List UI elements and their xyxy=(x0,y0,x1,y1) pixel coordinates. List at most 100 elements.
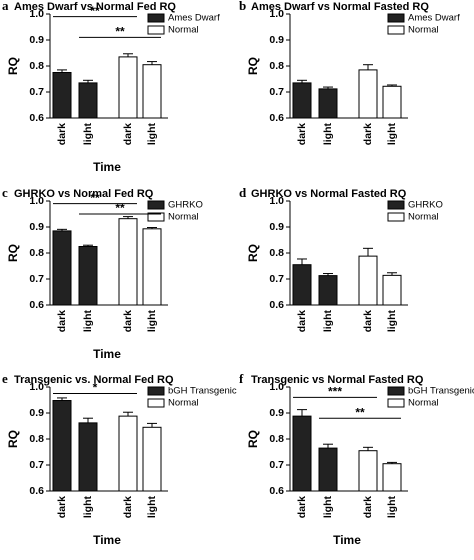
bar xyxy=(382,463,402,492)
legend-label: Normal xyxy=(168,398,199,409)
y-tick-label: 0.6 xyxy=(269,485,284,497)
panel: b Ames Dwarf vs Normal Fasted RQ 0.6 0.7 0.8… xyxy=(239,0,460,145)
bar xyxy=(78,82,98,119)
y-tick-label: 0.9 xyxy=(269,34,284,46)
y-tick-label: 0.6 xyxy=(29,485,44,497)
y-tick-label: 0.8 xyxy=(29,60,44,72)
bar xyxy=(142,64,162,119)
x-tick-label: dark xyxy=(122,496,134,518)
bar xyxy=(358,69,378,119)
significance-label: *** xyxy=(328,385,342,399)
legend-swatch xyxy=(387,25,405,35)
legend-label: bGH Transgenic xyxy=(408,386,474,397)
panel-letter: a xyxy=(2,0,9,13)
bar xyxy=(292,415,312,492)
x-tick-label: dark xyxy=(296,496,308,518)
x-tick-label: dark xyxy=(296,310,308,332)
y-tick-label: 1.0 xyxy=(269,195,284,207)
y-tick-label: 1.0 xyxy=(29,381,44,393)
legend-label: GHRKO xyxy=(168,200,203,211)
bar xyxy=(78,422,98,492)
y-tick-label: 0.8 xyxy=(29,247,44,259)
y-axis-label: RQ xyxy=(246,430,260,448)
significance-label: ** xyxy=(355,405,365,419)
y-tick-label: 0.9 xyxy=(29,221,44,233)
x-tick-label: dark xyxy=(296,123,308,145)
panel-letter: c xyxy=(2,185,8,200)
bar xyxy=(78,246,98,306)
x-axis-label: Time xyxy=(93,160,121,174)
panel-letter: f xyxy=(239,371,244,386)
y-tick-label: 0.9 xyxy=(269,407,284,419)
x-tick-label: dark xyxy=(122,310,134,332)
x-tick-label: light xyxy=(322,310,334,333)
y-tick-label: 0.6 xyxy=(29,299,44,311)
y-tick-label: 0.6 xyxy=(269,299,284,311)
legend-swatch xyxy=(387,200,405,210)
significance-label: ** xyxy=(90,4,100,18)
x-tick-label: light xyxy=(82,496,94,519)
bar xyxy=(52,72,72,119)
x-tick-label: light xyxy=(146,123,158,146)
y-tick-label: 0.7 xyxy=(269,459,284,471)
y-tick-label: 0.7 xyxy=(269,86,284,98)
panel-title: GHRKO vs Normal Fed RQ xyxy=(14,188,154,200)
y-tick-label: 0.6 xyxy=(29,112,44,124)
bar xyxy=(142,228,162,306)
panel-title: Transgenic vs Normal Fasted RQ xyxy=(251,374,424,386)
bar xyxy=(358,450,378,492)
legend-swatch xyxy=(147,386,165,396)
legend-swatch xyxy=(387,398,405,408)
x-tick-label: light xyxy=(82,310,94,333)
bar xyxy=(142,426,162,492)
panel: d GHRKO vs Normal Fasted RQ 0.6 0.7 0.8 0.9 1.… xyxy=(239,185,443,332)
legend-label: Normal xyxy=(408,25,439,36)
x-tick-label: dark xyxy=(56,123,68,145)
legend-swatch xyxy=(147,212,165,222)
bar xyxy=(292,82,312,119)
panel-title: GHRKO vs Normal Fasted RQ xyxy=(251,188,407,200)
legend-swatch xyxy=(147,398,165,408)
legend-swatch xyxy=(147,200,165,210)
y-tick-label: 0.7 xyxy=(269,273,284,285)
x-tick-label: light xyxy=(386,310,398,333)
bar xyxy=(318,447,338,492)
legend-swatch xyxy=(387,13,405,23)
panel: a Ames Dwarf vs Normal Fed RQ 0.6 0.7 0.8 0.9… xyxy=(2,0,220,174)
panel-letter: b xyxy=(239,0,246,13)
y-tick-label: 0.6 xyxy=(269,112,284,124)
panel-title: Ames Dwarf vs Normal Fasted RQ xyxy=(251,1,429,13)
legend-swatch xyxy=(147,13,165,23)
legend-swatch xyxy=(147,25,165,35)
panel-title: Ames Dwarf vs Normal Fed RQ xyxy=(14,1,176,13)
y-tick-label: 0.8 xyxy=(269,433,284,445)
x-axis-label: Time xyxy=(333,533,361,547)
legend-label: Normal xyxy=(168,25,199,36)
legend-label: GHRKO xyxy=(408,200,443,211)
x-tick-label: light xyxy=(386,123,398,146)
y-axis-label: RQ xyxy=(246,244,260,262)
y-axis-label: RQ xyxy=(6,57,20,75)
bar xyxy=(382,85,402,119)
legend-label: Ames Dwarf xyxy=(408,13,460,24)
x-tick-label: dark xyxy=(362,123,374,145)
y-tick-label: 0.9 xyxy=(269,221,284,233)
x-axis-label: Time xyxy=(93,347,121,361)
y-axis-label: RQ xyxy=(6,244,20,262)
bar xyxy=(382,274,402,306)
y-tick-label: 1.0 xyxy=(29,8,44,20)
x-tick-label: dark xyxy=(362,496,374,518)
y-tick-label: 0.7 xyxy=(29,86,44,98)
legend-label: Normal xyxy=(168,212,199,223)
panel: e Transgenic vs. Normal Fed RQ 0.6 0.7 0.8 0.… xyxy=(2,371,237,547)
x-tick-label: light xyxy=(322,123,334,146)
x-tick-label: dark xyxy=(56,310,68,332)
legend-label: Normal xyxy=(408,212,439,223)
x-tick-label: dark xyxy=(56,496,68,518)
x-tick-label: light xyxy=(82,123,94,146)
panel-letter: e xyxy=(2,371,8,386)
y-tick-label: 0.7 xyxy=(29,273,44,285)
legend-swatch xyxy=(387,386,405,396)
panel-title: Transgenic vs. Normal Fed RQ xyxy=(14,374,174,386)
